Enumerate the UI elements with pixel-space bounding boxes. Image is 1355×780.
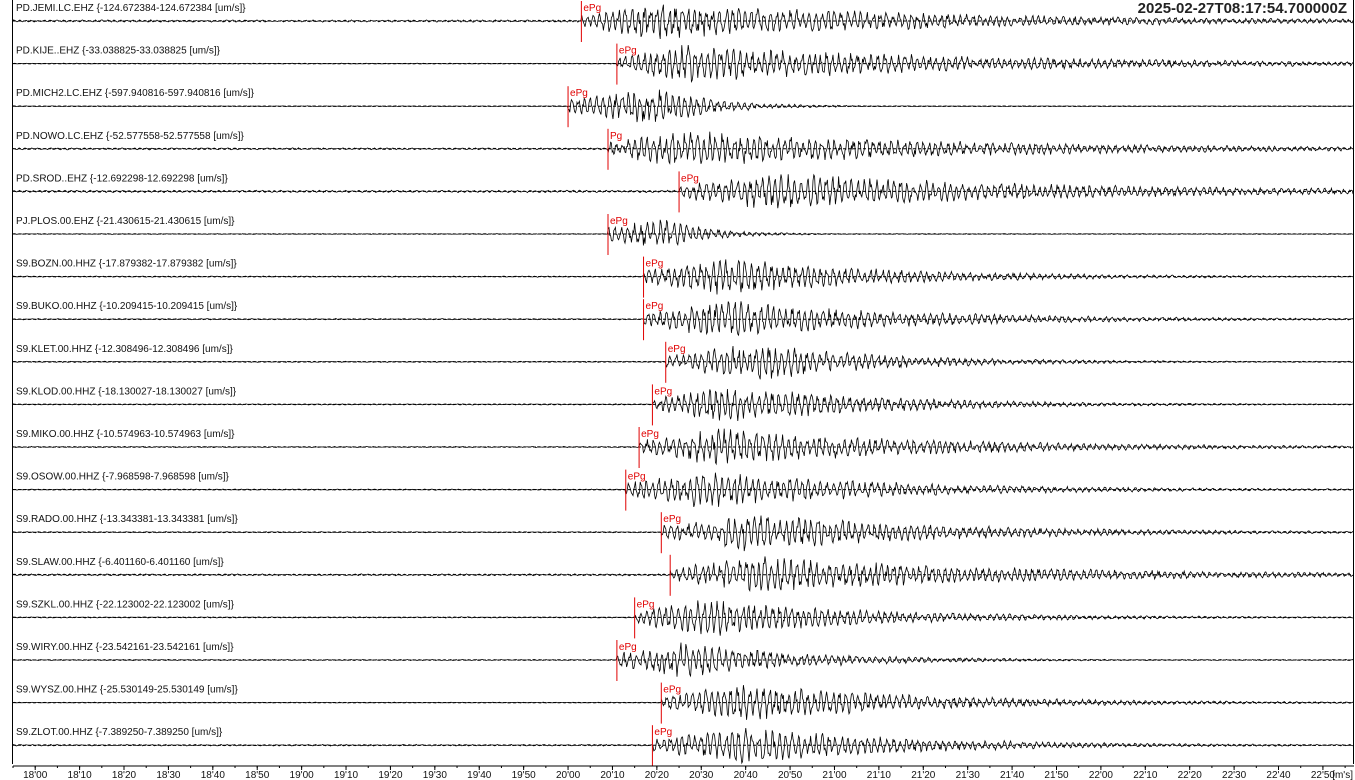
- tick-label: 19'40: [467, 770, 492, 780]
- waveform-trace: [12, 219, 1354, 246]
- waveform-trace: [12, 388, 1354, 422]
- waveform-trace: [12, 259, 1354, 295]
- pick-label: ePg: [637, 599, 655, 610]
- tick-label: 20'40: [734, 770, 759, 780]
- tick-label: 18'50: [245, 770, 270, 780]
- pick-label: ePg: [646, 301, 664, 312]
- trace-label: S9.BUKO.00.HHZ {-10.209415-10.209415 [um…: [16, 301, 238, 312]
- pick-label: ePg: [681, 173, 699, 184]
- pick-label: ePg: [570, 88, 588, 99]
- waveform-trace: [12, 173, 1354, 209]
- waveform-trace: [12, 89, 1354, 123]
- waveform-trace: [12, 600, 1354, 636]
- tick-label: 19'00: [290, 770, 315, 780]
- trace-label: PD.JEMI.LC.EHZ {-124.672384-124.672384 […: [16, 3, 246, 14]
- tick-label: 22'20: [1178, 770, 1203, 780]
- tick-label: 20'30: [689, 770, 714, 780]
- tick-label: 22'30: [1222, 770, 1247, 780]
- trace-label: S9.SLAW.00.HHZ {-6.401160-6.401160 [um/s…: [16, 557, 224, 568]
- trace-label: S9.OSOW.00.HHZ {-7.968598-7.968598 [um/s…: [16, 472, 230, 483]
- pick-label: ePg: [654, 386, 672, 397]
- tick-label: 19'50: [512, 770, 537, 780]
- tick-label: 21'40: [1000, 770, 1025, 780]
- plot-frame: [12, 0, 1354, 764]
- tick-label: 19'30: [423, 770, 448, 780]
- waveform-trace: [12, 345, 1354, 380]
- pick-label: ePg: [610, 216, 628, 227]
- tick-label: 20'50: [778, 770, 803, 780]
- tick-label: 22'40: [1266, 770, 1291, 780]
- tick-label: 20'00: [556, 770, 581, 780]
- tick-label: 18'00: [23, 770, 48, 780]
- tick-label: 19'20: [378, 770, 403, 780]
- tick-label: 22'50: [1311, 770, 1336, 780]
- pick-label: ePg: [619, 642, 637, 653]
- tick-label: 18'10: [68, 770, 93, 780]
- trace-label: S9.RADO.00.HHZ {-13.343381-13.343381 [um…: [16, 514, 238, 525]
- tick-label: 21'00: [822, 770, 847, 780]
- trace-label: PD.MICH2.LC.EHZ {-597.940816-597.940816 …: [16, 88, 255, 99]
- trace-label: S9.ZLOT.00.HHZ {-7.389250-7.389250 [um/s…: [16, 727, 223, 738]
- tick-label: 18'30: [156, 770, 181, 780]
- start-timestamp: 2025-02-27T08:17:54.700000Z: [1135, 0, 1349, 17]
- pick-label: ePg: [654, 727, 672, 738]
- pick-label: ePg: [663, 685, 681, 696]
- trace-label: PD.NOWO.LC.EHZ {-52.577558-52.577558 [um…: [16, 131, 245, 142]
- tick-label: 22'00: [1089, 770, 1114, 780]
- waveform-trace: [13, 472, 1355, 508]
- waveform-trace: [12, 515, 1355, 552]
- tick-label: 19'10: [334, 770, 359, 780]
- trace-label: S9.MIKO.00.HHZ {-10.574963-10.574963 [um…: [16, 429, 235, 440]
- pick-label: ePg: [628, 472, 646, 483]
- axis-unit-label: [m's]: [1332, 770, 1353, 780]
- tick-label: 21'50: [1044, 770, 1069, 780]
- waveform-trace: [12, 131, 1355, 165]
- trace-label: S9.BOZN.00.HHZ {-17.879382-17.879382 [um…: [16, 259, 237, 270]
- tick-label: 21'10: [867, 770, 892, 780]
- tick-label: 18'20: [112, 770, 137, 780]
- pick-label: ePg: [668, 344, 686, 355]
- trace-label: S9.KLET.00.HHZ {-12.308496-12.308496 [um…: [16, 344, 233, 355]
- tick-label: 22'10: [1133, 770, 1158, 780]
- trace-label: S9.KLOD.00.HHZ {-18.130027-18.130027 [um…: [16, 386, 237, 397]
- trace-label: PD.KIJE..EHZ {-33.038825-33.038825 [um/s…: [16, 46, 221, 57]
- pick-label: ePg: [619, 46, 637, 57]
- waveform-trace: [12, 428, 1355, 466]
- waveform-trace: [12, 642, 1354, 678]
- tick-label: 21'20: [911, 770, 936, 780]
- tick-label: 20'20: [645, 770, 670, 780]
- trace-label: PD.SROD..EHZ {-12.692298-12.692298 [um/s…: [16, 173, 228, 184]
- pick-label: ePg: [663, 514, 681, 525]
- trace-label: S9.SZKL.00.HHZ {-22.123002-22.123002 [um…: [16, 599, 235, 610]
- waveform-trace: [12, 44, 1355, 84]
- tick-label: 20'10: [600, 770, 625, 780]
- waveform-trace: [12, 301, 1354, 337]
- pick-label: Pg: [610, 131, 622, 142]
- tick-label: 18'40: [201, 770, 226, 780]
- waveform-trace: [12, 4, 1355, 40]
- pick-label: ePg: [641, 429, 659, 440]
- pick-label: ePg: [583, 3, 601, 14]
- trace-label: S9.WYSZ.00.HHZ {-25.530149-25.530149 [um…: [16, 685, 238, 696]
- pick-label: ePg: [646, 259, 664, 270]
- waveform-trace: [12, 685, 1354, 720]
- waveform-trace: [12, 728, 1355, 765]
- trace-label: S9.WIRY.00.HHZ {-23.542161-23.542161 [um…: [16, 642, 234, 653]
- waveform-trace: [12, 556, 1355, 593]
- tick-label: 21'30: [956, 770, 981, 780]
- trace-label: PJ.PLOS.00.EHZ {-21.430615-21.430615 [um…: [16, 216, 235, 227]
